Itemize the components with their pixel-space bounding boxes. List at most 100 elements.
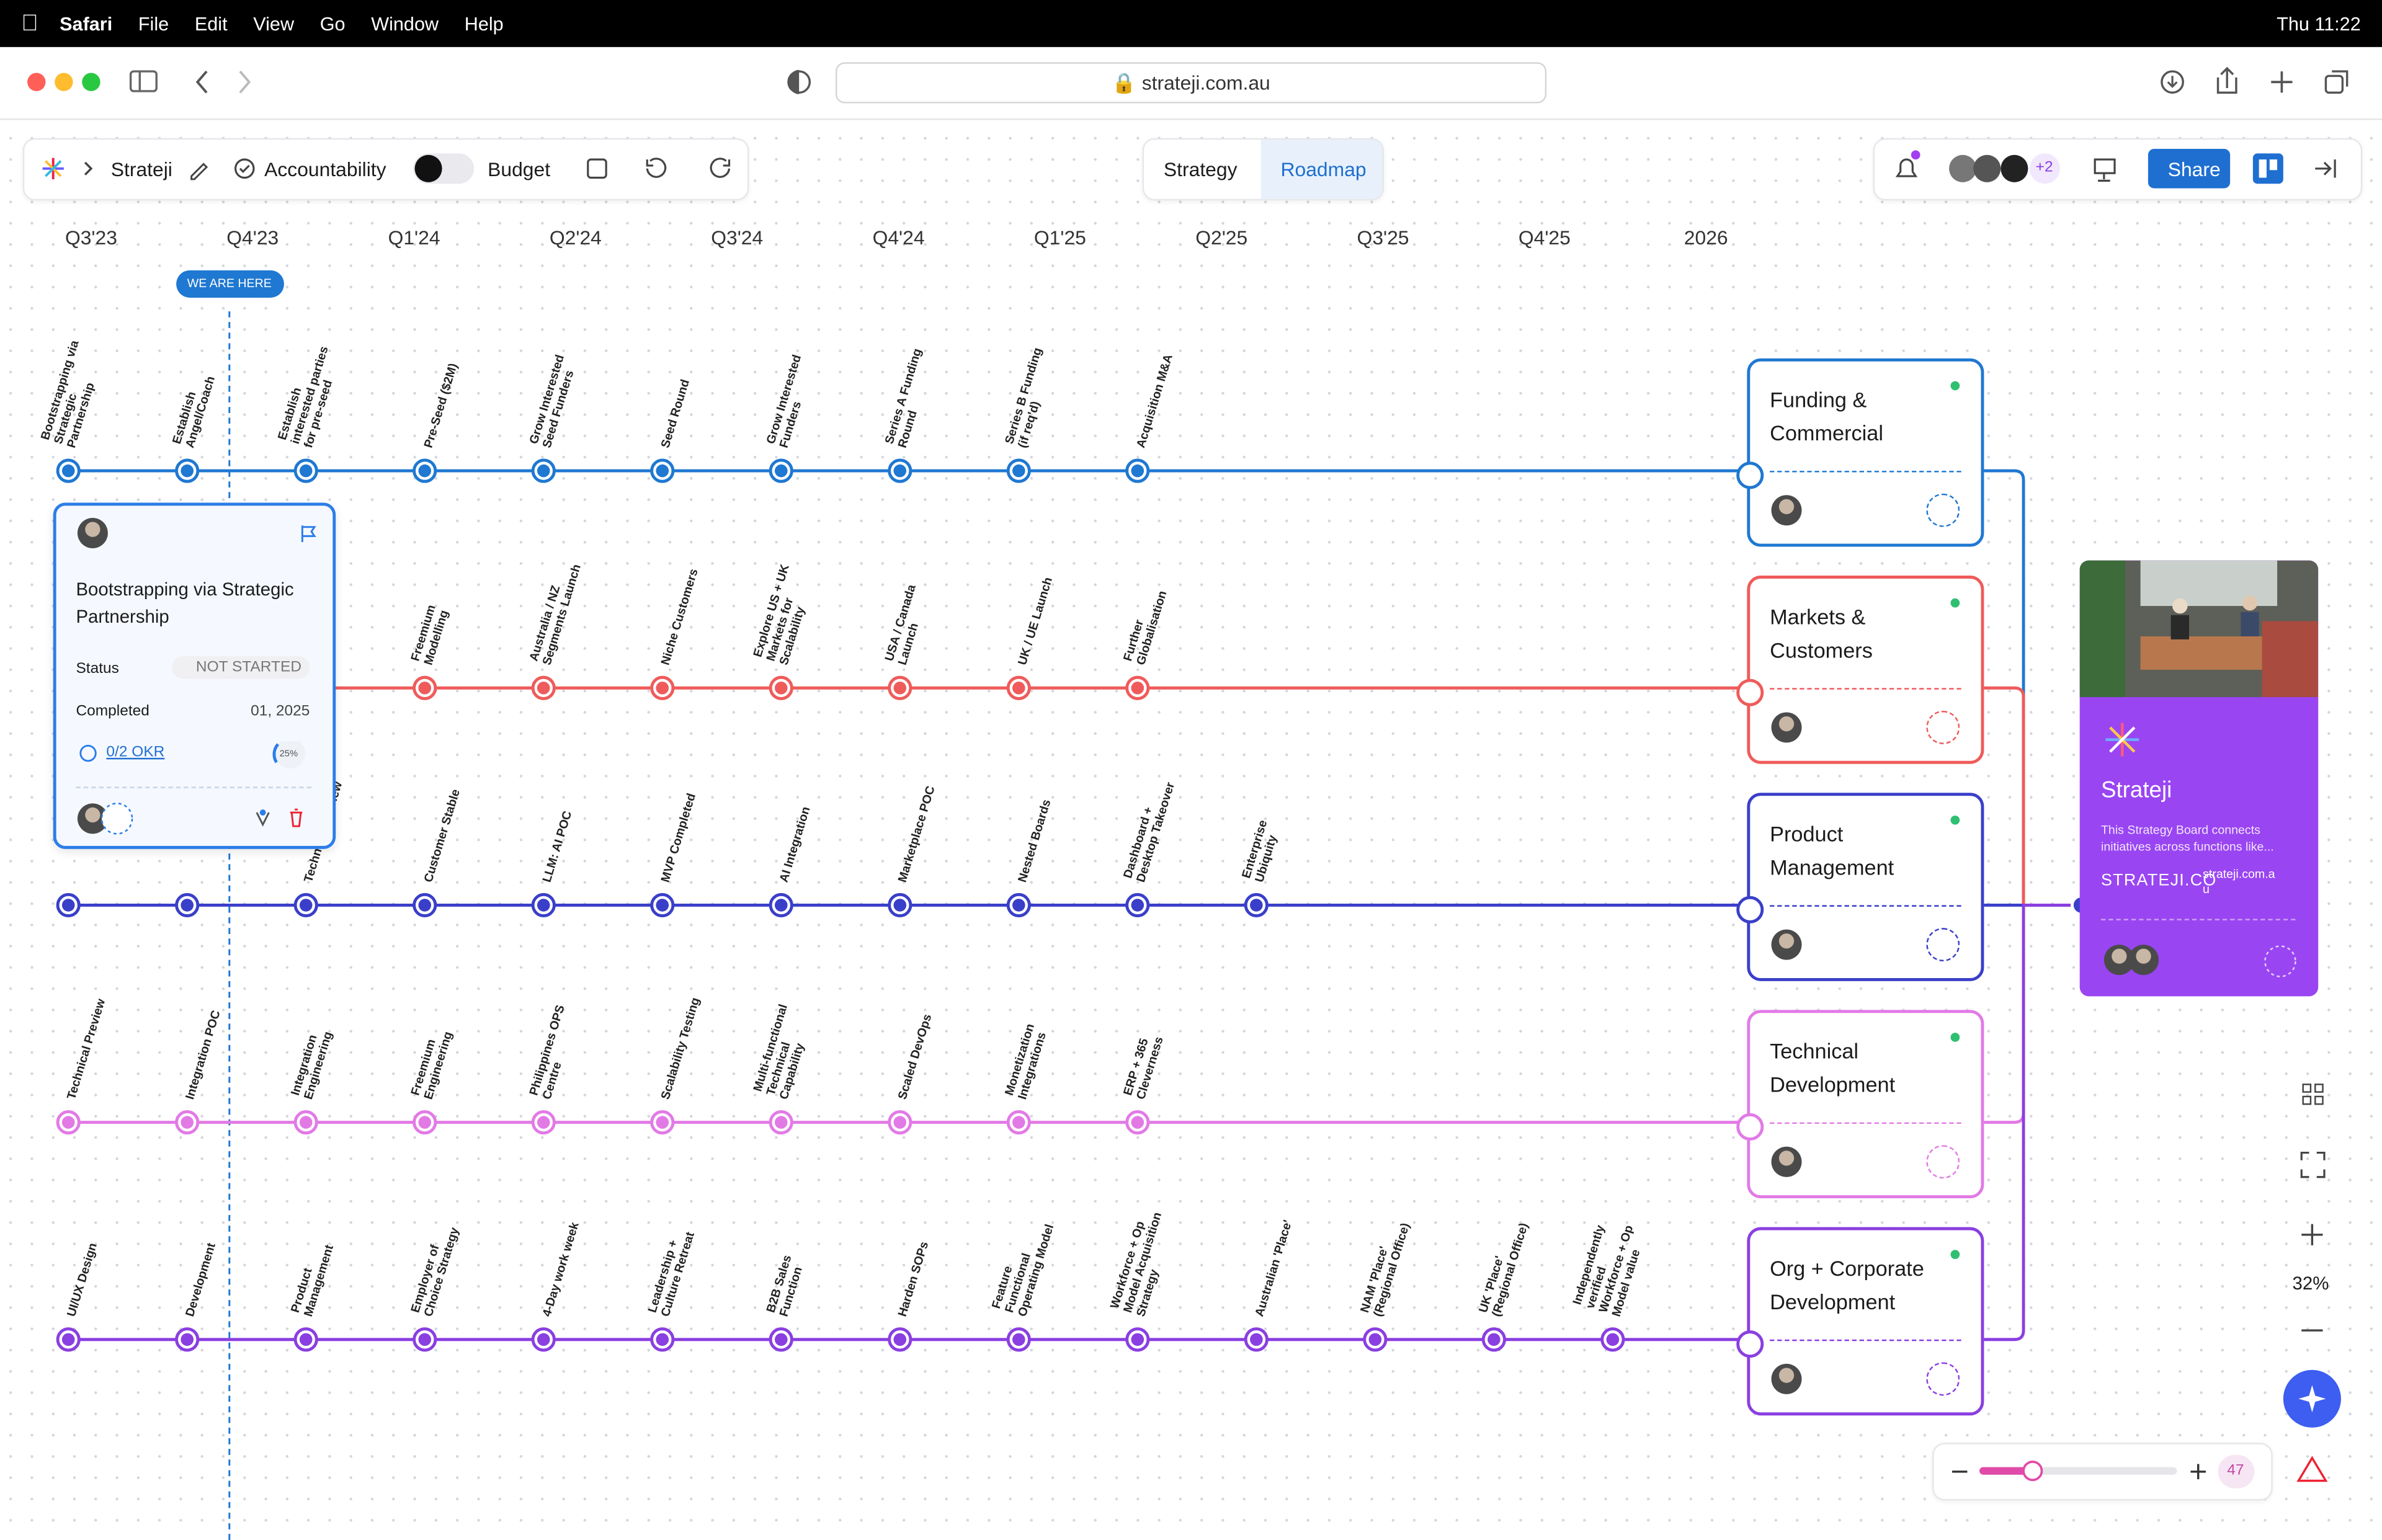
milestone-dot xyxy=(418,1116,432,1129)
browser-bar: 🔒 strateji.com.au xyxy=(0,47,2382,120)
status-dot xyxy=(1950,381,1960,391)
lane-name: Product Management xyxy=(1770,821,1894,879)
milestone-dot xyxy=(537,464,550,478)
quarter-label: Q3'24 xyxy=(711,226,764,249)
board-name[interactable]: Strateji xyxy=(110,158,172,181)
fullscreen-tool[interactable] xyxy=(2300,1151,2326,1178)
zoom-in[interactable] xyxy=(2301,1224,2323,1245)
lane-card[interactable]: Funding & Commercial xyxy=(1736,358,1984,547)
left-notch xyxy=(1736,679,1764,706)
tab-roadmap[interactable]: Roadmap xyxy=(1280,158,1367,181)
menu-item[interactable]: Edit xyxy=(177,12,228,35)
board-link[interactable]: strateji.com.au xyxy=(2203,867,2275,896)
lane-card[interactable]: Markets & Customers xyxy=(1736,576,1984,764)
milestone-dot xyxy=(537,1116,550,1129)
milestone-dot xyxy=(61,1333,75,1346)
tab-strategy[interactable]: Strategy xyxy=(1163,158,1238,181)
lock-icon: 🔒 xyxy=(1112,71,1142,94)
milestone-dot xyxy=(1488,1333,1501,1346)
menu-item[interactable]: Window xyxy=(354,12,439,35)
add-member[interactable] xyxy=(1926,1362,1960,1396)
menu-item[interactable]: Go xyxy=(303,12,346,35)
lane-card[interactable]: Org + Corporate Development xyxy=(1736,1227,1984,1416)
milestone-dot xyxy=(1606,1333,1620,1346)
app-menu[interactable]: Safari xyxy=(42,12,112,35)
menu-item[interactable]: Help xyxy=(447,12,504,35)
completed-label: Completed xyxy=(76,703,149,720)
lane-name: Org + Corporate Development xyxy=(1770,1256,1924,1314)
menu-bar:  Safari File Edit View Go Window Help Thu 11… xyxy=(0,0,2382,47)
alert-button[interactable] xyxy=(2296,1456,2328,1482)
lane-card[interactable]: Technical Development xyxy=(1736,1010,1984,1199)
milestone-dot xyxy=(1131,681,1144,695)
menu-item[interactable]: File xyxy=(121,12,169,35)
board-logo xyxy=(2105,723,2139,757)
accountability-toggle[interactable]: Accountability xyxy=(264,158,386,181)
add-member[interactable] xyxy=(2262,943,2299,980)
quarter-label: Q4'25 xyxy=(1518,226,1571,249)
left-notch xyxy=(1736,461,1764,489)
lane-avatar xyxy=(1771,1363,1802,1394)
divider xyxy=(76,786,312,788)
milestone-dot xyxy=(181,1333,194,1346)
active-tab-bg xyxy=(1260,140,1383,199)
add-member[interactable] xyxy=(1926,710,1960,744)
collab-toolbar: +2 Share xyxy=(1873,138,2363,201)
share-button[interactable]: Share xyxy=(2167,158,2221,181)
milestone-dot xyxy=(656,464,669,478)
quarter-label: Q4'24 xyxy=(872,226,925,249)
milestone-detail-card[interactable]: Bootstrapping via Strategic Partnership … xyxy=(53,502,336,849)
apple-menu[interactable]:  xyxy=(21,11,38,37)
status-dot xyxy=(1950,1033,1960,1042)
milestone-dot xyxy=(181,464,194,478)
address-bar[interactable]: 🔒 strateji.com.au xyxy=(835,62,1547,104)
collaborators-extra[interactable]: +2 xyxy=(2035,159,2053,177)
zoom-count: 47 xyxy=(2227,1462,2244,1480)
status-badge[interactable]: NOT STARTED xyxy=(171,656,311,679)
okr-link[interactable]: 0/2 OKR xyxy=(106,744,165,761)
quarter-label: Q4'23 xyxy=(226,226,279,249)
add-member[interactable] xyxy=(1926,493,1960,527)
flag-icon[interactable] xyxy=(299,524,317,543)
lane-connector xyxy=(1984,903,2082,1124)
divider xyxy=(2100,919,2296,920)
add-member[interactable] xyxy=(1926,928,1960,962)
budget-toggle[interactable]: Budget xyxy=(488,158,551,181)
board-photo xyxy=(2079,560,2319,697)
menu-item[interactable]: View xyxy=(236,12,294,35)
quarter-label: Q1'24 xyxy=(388,226,440,249)
board-card[interactable]: Strateji This Strategy Board connects in… xyxy=(2079,560,2319,997)
quarter-label: Q3'25 xyxy=(1357,226,1409,249)
milestone-dot xyxy=(893,899,907,912)
milestone-dot xyxy=(418,899,432,912)
browser-icons xyxy=(27,66,2349,94)
milestone-dot xyxy=(774,1116,788,1129)
milestone-dot xyxy=(299,899,313,912)
add-member[interactable] xyxy=(1926,1145,1960,1179)
milestone-dot xyxy=(299,1116,313,1129)
grid-tool[interactable] xyxy=(2302,1084,2324,1105)
lane-connector xyxy=(1984,903,2082,1342)
menus: File Edit View Go Window Help xyxy=(112,13,504,34)
milestone-dot xyxy=(1012,1333,1025,1346)
milestone-dot xyxy=(1012,899,1025,912)
divider xyxy=(1770,1122,1961,1124)
quarter-label: Q2'24 xyxy=(549,226,602,249)
lane-card[interactable]: Product Management xyxy=(1736,793,1984,981)
lane-name: Technical Development xyxy=(1770,1038,1896,1097)
card-actions xyxy=(100,803,303,835)
milestone-dot xyxy=(181,1116,194,1129)
milestone-dot xyxy=(299,1333,313,1346)
progress: 25% xyxy=(279,750,298,760)
zoom-slider[interactable] xyxy=(1934,1444,2272,1499)
milestone-dot xyxy=(893,464,907,478)
milestone-dot xyxy=(537,1333,550,1346)
board-brand: STRATEJI.CO xyxy=(2100,871,2217,890)
milestone-dot xyxy=(893,1116,907,1129)
left-notch xyxy=(1736,1113,1764,1141)
status-dot xyxy=(1950,1250,1960,1259)
lane-name: Markets & Customers xyxy=(1770,604,1873,662)
milestone-dot xyxy=(656,1116,669,1129)
milestone-dot xyxy=(656,899,669,912)
status-dot xyxy=(1950,598,1960,608)
